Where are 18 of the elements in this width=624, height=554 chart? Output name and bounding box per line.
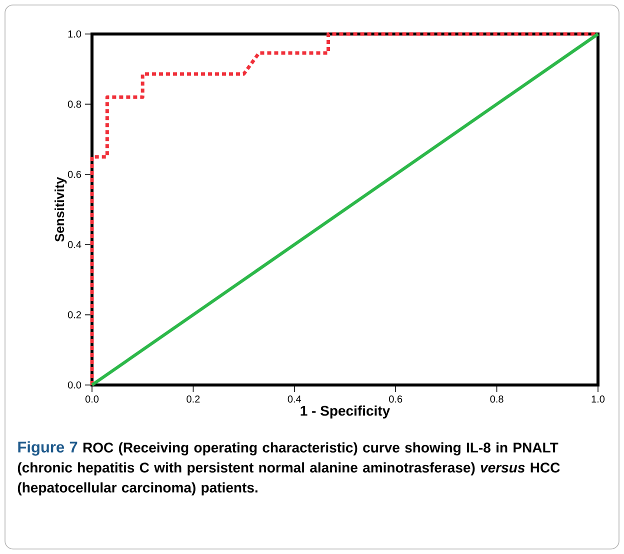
y-tick-label: 0.2 (68, 311, 81, 318)
text: ROC (Receiving operating characteristic) curve showing IL-8 in PNALT (83, 442, 558, 456)
y-tick-label: 0.0 (68, 381, 82, 389)
x-axis-title: 1 - Specificity (300, 405, 390, 419)
text: (chronic hepatitis C with persistent normal alanine aminotrasferase) versus HCC (18, 462, 560, 476)
y-tick-label: 0.4 (68, 241, 82, 248)
y-axis-title: Sensitivity (54, 177, 67, 242)
text: (hepatocellular carcinoma) patients. (18, 482, 258, 496)
x-tick-label: 0.0 (85, 396, 99, 403)
x-tick-label: 0.6 (389, 396, 402, 403)
x-tick-label: 0.4 (288, 396, 302, 403)
x-tick-label: 0.2 (186, 396, 200, 403)
y-tick-label: 0.6 (68, 170, 82, 178)
caption: Figure 7 (18, 441, 78, 456)
y-tick-label: 0.8 (68, 100, 82, 108)
y-tick-label: 1.0 (68, 30, 82, 38)
x-tick-label: 0.8 (490, 396, 504, 403)
x-tick-label: 1.0 (592, 396, 605, 403)
